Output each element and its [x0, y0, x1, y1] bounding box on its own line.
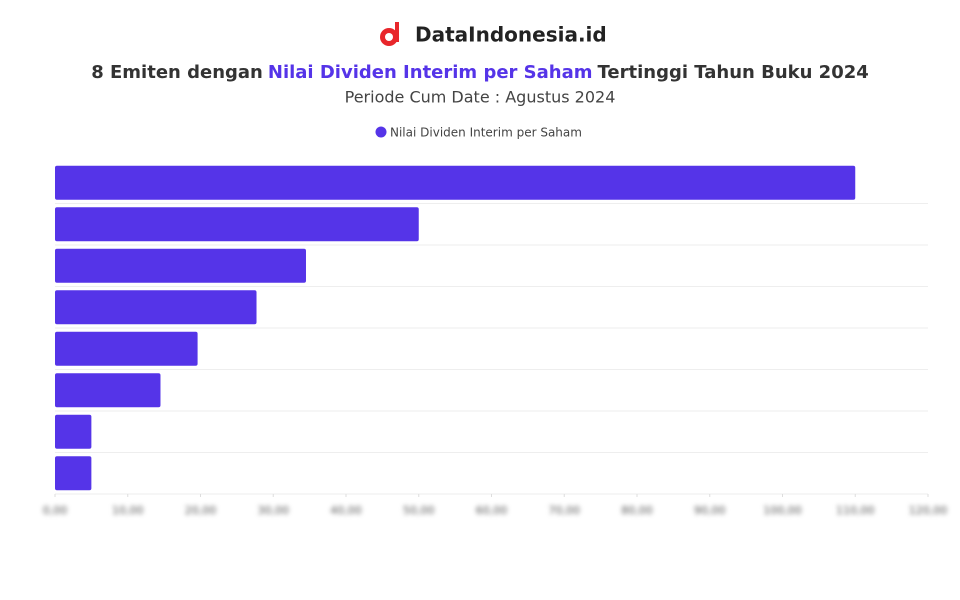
bar [55, 331, 198, 366]
legend-label: Nilai Dividen Interim per Saham [390, 126, 582, 140]
logo-icon-hole [385, 33, 393, 41]
logo: DataIndonesia.id [380, 22, 607, 47]
brand: DataIndonesia.id [415, 23, 607, 47]
x-tick-label: 60,00 [476, 504, 508, 517]
x-tick-label: 110,00 [836, 504, 875, 517]
chart-title: 8 Emiten dengan Nilai Dividen Interim per… [91, 62, 869, 83]
bar [55, 248, 306, 283]
bar [55, 165, 856, 200]
title-part: Tertinggi Tahun Buku 2024 [598, 62, 869, 83]
x-tick-label: 20,00 [185, 504, 217, 517]
x-tick-label: 70,00 [549, 504, 581, 517]
title-part: Nilai Dividen Interim per Saham [268, 62, 593, 83]
x-tick-label: 50,00 [403, 504, 435, 517]
x-tick-label: 40,00 [330, 504, 362, 517]
x-tick-label: 100,00 [763, 504, 802, 517]
x-tick-label: 0,00 [43, 504, 68, 517]
x-tick-label: 30,00 [258, 504, 290, 517]
x-tick-label: 90,00 [694, 504, 726, 517]
bar [55, 456, 92, 491]
legend-swatch [375, 126, 387, 138]
x-tick-label: 10,00 [112, 504, 144, 517]
x-tick-label: 80,00 [621, 504, 653, 517]
x-tick-label: 120,00 [909, 504, 948, 517]
title-part: 8 Emiten dengan [91, 62, 263, 83]
bar [55, 373, 161, 408]
bar [55, 290, 257, 325]
bar [55, 207, 419, 242]
bar [55, 414, 92, 449]
chart-subtitle: Periode Cum Date : Agustus 2024 [345, 88, 616, 107]
logo-icon-stem [395, 22, 399, 42]
